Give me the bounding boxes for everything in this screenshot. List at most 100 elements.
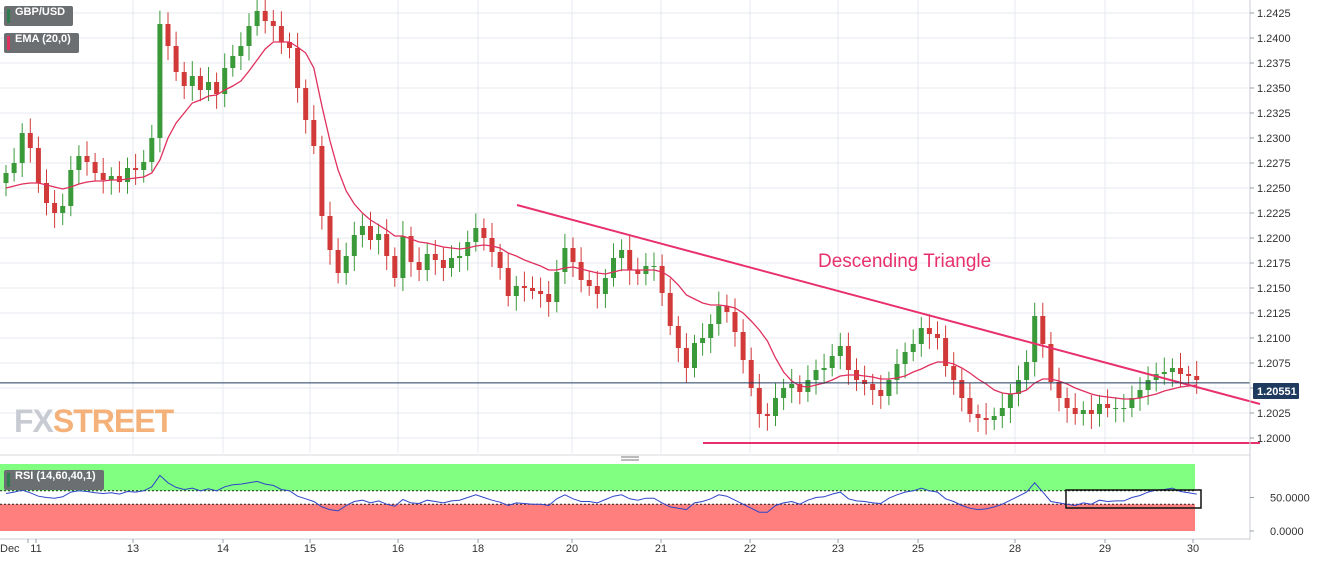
candle-body xyxy=(1048,344,1054,382)
ema-color-swatch xyxy=(7,36,10,50)
candle-body xyxy=(700,338,706,343)
candle-body xyxy=(562,248,568,272)
candle-body xyxy=(116,176,122,182)
y-tick-label: 1.2175 xyxy=(1257,258,1291,270)
candle-body xyxy=(878,390,884,396)
candle-body xyxy=(416,262,422,270)
candle-body xyxy=(173,46,179,72)
candle-body xyxy=(303,88,309,120)
y-tick-label: 1.2225 xyxy=(1257,208,1291,220)
candle-body xyxy=(125,168,130,182)
candle-body xyxy=(991,416,997,420)
candle-body xyxy=(457,256,463,258)
candle-body xyxy=(481,228,487,238)
rsi-axis: 0.0000 50.0000 xyxy=(1250,493,1310,538)
rsi-panel[interactable] xyxy=(0,464,1202,531)
symbol-badge[interactable]: GBP/USD xyxy=(4,6,74,26)
rsi-oversold-zone xyxy=(0,504,1195,531)
candle-body xyxy=(1072,408,1078,414)
price-axis[interactable]: 1.20001.20251.20501.20751.21001.21251.21… xyxy=(1249,0,1291,540)
candle-body xyxy=(400,236,406,278)
candle-body xyxy=(732,312,738,332)
candle-body xyxy=(740,332,746,360)
candle-body xyxy=(384,234,390,256)
y-tick-label: 1.2375 xyxy=(1257,58,1291,70)
y-tick-label: 1.2300 xyxy=(1257,133,1291,145)
candle-body xyxy=(619,250,625,258)
candle-body xyxy=(440,260,446,268)
candle-body xyxy=(376,234,382,240)
candle-body xyxy=(270,21,276,26)
candle-body xyxy=(100,173,106,180)
x-tick-label: 13 xyxy=(127,543,139,555)
candle-body xyxy=(424,254,430,270)
candle-body xyxy=(1007,394,1013,408)
x-tick-label: 21 xyxy=(655,543,667,555)
descending-triangle-label: Descending Triangle xyxy=(818,251,991,272)
candle-body xyxy=(764,414,770,416)
candle-body xyxy=(602,278,608,294)
ema-label: EMA (20,0) xyxy=(15,33,71,45)
candle-body xyxy=(943,338,949,366)
candle-body xyxy=(1080,410,1086,414)
candle-body xyxy=(1178,368,1183,374)
candle-body xyxy=(821,368,827,370)
candle-body xyxy=(1186,374,1192,376)
y-tick-label: 1.2325 xyxy=(1257,108,1291,120)
rsi-badge[interactable]: RSI (14,60,40,1) xyxy=(4,470,104,490)
y-tick-label: 1.2275 xyxy=(1257,158,1291,170)
candle-body xyxy=(513,286,519,296)
x-tick-label: 11 xyxy=(30,543,41,555)
candle-body xyxy=(918,328,924,344)
candle-body xyxy=(586,280,592,286)
watermark-street: STREET xyxy=(53,403,175,439)
y-tick-label: 1.2150 xyxy=(1257,283,1291,295)
candle-body xyxy=(254,11,260,26)
candle-body xyxy=(327,216,333,250)
candle-body xyxy=(149,138,155,162)
candle-body xyxy=(594,286,600,294)
candle-body xyxy=(473,228,479,242)
candle-body xyxy=(238,46,244,56)
y-tick-label: 1.2000 xyxy=(1257,433,1291,445)
candle-body xyxy=(999,408,1005,416)
candle-body xyxy=(1097,404,1102,414)
candle-body xyxy=(578,262,584,280)
candle-body xyxy=(497,252,503,268)
pane-divider[interactable] xyxy=(0,454,1250,461)
ema-badge[interactable]: EMA (20,0) xyxy=(4,33,79,53)
candle-body xyxy=(862,380,868,384)
candle-body xyxy=(1194,376,1200,380)
candle-body xyxy=(659,266,665,293)
candle-body xyxy=(845,346,851,370)
candle-body xyxy=(262,11,268,21)
candle-body xyxy=(311,120,317,146)
y-tick-label: 1.2025 xyxy=(1257,408,1291,420)
candle-body xyxy=(829,356,835,368)
x-tick-label: 25 xyxy=(912,543,924,555)
ema-line xyxy=(5,41,1197,400)
candle-body xyxy=(1113,408,1119,409)
candle-body xyxy=(1024,362,1030,380)
candle-body xyxy=(165,24,171,46)
y-tick-label: 1.2400 xyxy=(1257,33,1291,45)
candle-body xyxy=(392,256,398,278)
candle-body xyxy=(797,384,803,392)
candle-body xyxy=(967,398,973,414)
candle-body xyxy=(1064,398,1070,408)
candle-body xyxy=(206,82,211,90)
x-tick-label: 15 xyxy=(304,543,316,555)
rsi-highlight-box xyxy=(1065,489,1202,509)
time-axis[interactable]: Dec 11 13 14 15 16 18 20 21 22 23 25 28 29 30 xyxy=(0,538,1250,555)
candle-body xyxy=(651,266,657,267)
x-tick-label: Dec xyxy=(0,543,20,555)
candle-body xyxy=(11,163,17,173)
candle-body xyxy=(781,388,787,398)
candle-body xyxy=(1145,380,1151,390)
candle-body xyxy=(1161,372,1167,374)
x-tick-label: 20 xyxy=(566,543,578,555)
candle-body xyxy=(546,294,552,302)
candle-body xyxy=(521,286,527,288)
candle-body xyxy=(319,146,325,216)
